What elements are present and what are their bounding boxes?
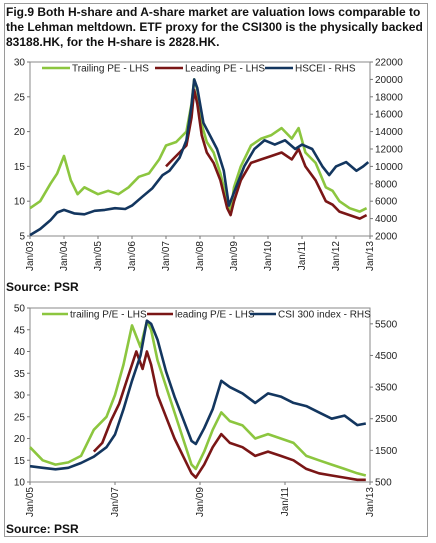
left-axis-tick-label: 25 — [14, 412, 26, 423]
legend-label: Leading PE - LHS — [185, 64, 265, 75]
left-axis-tick-label: 35 — [14, 369, 26, 380]
x-axis-tick-label: Jan/11 — [280, 487, 291, 517]
right-axis-tick-label: 5500 — [375, 319, 398, 330]
series-line-1 — [29, 319, 367, 477]
plot-area-bottom — [29, 307, 371, 483]
axes-top: 5 10 15 20 25 30 2000 4000 6000 8000 10000 12000 140… — [14, 58, 403, 272]
right-axis-tick-label: 2500 — [375, 414, 398, 425]
left-axis-tick-label: 15 — [14, 456, 26, 467]
x-axis-tick-label: Jan/13 — [365, 241, 376, 271]
right-axis-tick-label: 2000 — [375, 232, 398, 243]
right-axis-tick-label: 500 — [375, 478, 392, 489]
x-axis-tick-label: Jan/08 — [195, 241, 206, 271]
x-axis-tick-label: Jan/09 — [195, 487, 206, 517]
right-axis-tick-label: 8000 — [375, 179, 398, 190]
left-axis-tick-label: 20 — [14, 434, 26, 445]
right-axis-tick-label: 6000 — [375, 197, 398, 208]
x-axis-tick-label: Jan/07 — [161, 241, 172, 271]
series-line-3 — [29, 319, 367, 471]
right-axis-tick-label: 12000 — [375, 145, 403, 156]
left-axis-tick-label: 5 — [19, 232, 25, 243]
source-note-top: Source: PSR — [6, 280, 79, 294]
legend-label: Trailing PE - LHS — [72, 64, 149, 75]
x-axis-tick-label: Jan/05 — [93, 241, 104, 271]
legend-label: CSI 300 index - RHS — [278, 310, 371, 321]
left-axis-tick-label: 25 — [14, 92, 26, 103]
right-axis-tick-label: 16000 — [375, 110, 403, 121]
right-axis-tick-label: 18000 — [375, 92, 403, 103]
x-axis-tick-label: Jan/12 — [331, 241, 342, 271]
right-axis-tick-label: 3500 — [375, 383, 398, 394]
x-axis-tick-label: Jan/10 — [263, 241, 274, 271]
legend-label: leading P/E - LHS — [175, 310, 255, 321]
x-axis-tick-label: Jan/05 — [25, 487, 36, 517]
left-axis-tick-label: 15 — [14, 162, 26, 173]
x-axis-tick-label: Jan/04 — [59, 241, 70, 271]
source-note-bottom: Source: PSR — [6, 522, 79, 536]
left-axis-tick-label: 40 — [14, 347, 26, 358]
left-axis-tick-label: 30 — [14, 58, 26, 69]
left-axis-tick-label: 45 — [14, 325, 26, 336]
legend-label: HSCEI - RHS — [295, 64, 356, 75]
x-axis-tick-label: Jan/13 — [365, 487, 376, 517]
x-axis-tick-label: Jan/07 — [110, 487, 121, 517]
figure-title: Fig.9 Both H-share and A-share market ar… — [6, 5, 423, 49]
x-axis-tick-label: Jan/06 — [127, 241, 138, 271]
right-axis-tick-label: 20000 — [375, 75, 403, 86]
left-axis-tick-label: 10 — [14, 197, 26, 208]
right-axis-tick-label: 4500 — [375, 351, 398, 362]
legend-bottom: trailing P/E - LHS leading P/E - LHS CSI 3… — [42, 310, 371, 321]
legend-label: trailing P/E - LHS — [70, 310, 147, 321]
figure-frame — [4, 3, 428, 537]
left-axis-tick-label: 20 — [14, 127, 26, 138]
right-axis-tick-label: 14000 — [375, 127, 403, 138]
right-axis-tick-label: 22000 — [375, 58, 403, 69]
series-line-3 — [29, 78, 370, 237]
right-axis-tick-label: 10000 — [375, 162, 403, 173]
axes-bottom: 10 15 20 25 30 35 40 45 50 500 1500 2500 3500 4500 550… — [14, 304, 398, 518]
series-line-2 — [92, 350, 366, 482]
left-axis-tick-label: 30 — [14, 391, 26, 402]
right-axis-tick-label: 1500 — [375, 446, 398, 457]
legend-top: Trailing PE - LHS Leading PE - LHS HSCEI -… — [42, 64, 356, 75]
x-axis-tick-label: Jan/11 — [297, 241, 308, 271]
x-axis-tick-label: Jan/09 — [229, 241, 240, 271]
left-axis-tick-label: 50 — [14, 304, 26, 315]
x-axis-tick-label: Jan/03 — [25, 241, 36, 271]
right-axis-tick-label: 4000 — [375, 214, 398, 225]
left-axis-tick-label: 10 — [14, 478, 26, 489]
